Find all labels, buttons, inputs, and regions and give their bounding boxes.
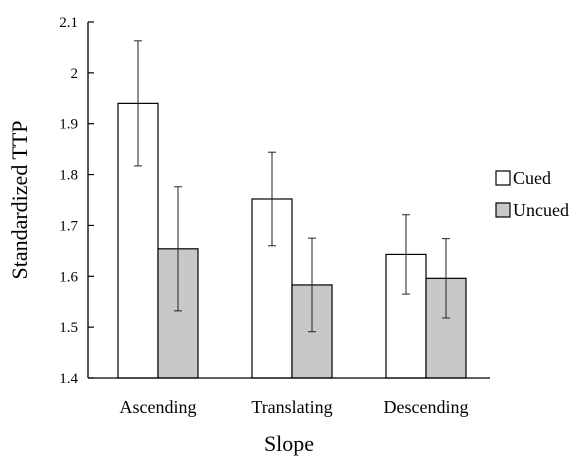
error-bar [442,238,450,319]
y-tick-label: 1.5 [59,320,78,336]
x-tick-label: Translating [251,397,332,417]
legend-swatch [495,202,511,218]
legend-item-uncued: Uncued [495,200,569,220]
y-tick-label: 1.8 [59,168,78,184]
legend: Cued Uncued [495,168,569,220]
legend-label: Uncued [513,200,569,220]
y-axis-title: Standardized TTP [7,120,32,279]
bars-group [117,102,467,379]
y-tick-label: 1.6 [59,269,78,285]
x-tick-labels-group: Ascending Translating Descending [120,397,469,417]
error-bars-group [134,40,450,333]
legend-label: Cued [513,168,551,188]
legend-swatch [495,170,511,186]
legend-item-cued: Cued [495,168,551,188]
y-tick-label: 1.9 [59,117,78,133]
y-tick-label: 2 [71,66,79,82]
error-bar [402,214,410,295]
error-bar [308,237,316,333]
error-bar [134,40,142,167]
y-tick-label: 1.4 [59,371,78,387]
x-tick-label: Descending [384,397,469,417]
error-bar [268,151,276,247]
y-ticks-group: 1.4 1.5 1.6 1.7 1.8 1.9 2 2.1 [59,15,94,387]
x-tick-label: Ascending [120,397,197,417]
y-tick-label: 2.1 [59,15,78,31]
error-bar [174,186,182,312]
y-tick-label: 1.7 [59,218,78,234]
x-axis-title: Slope [264,431,314,456]
